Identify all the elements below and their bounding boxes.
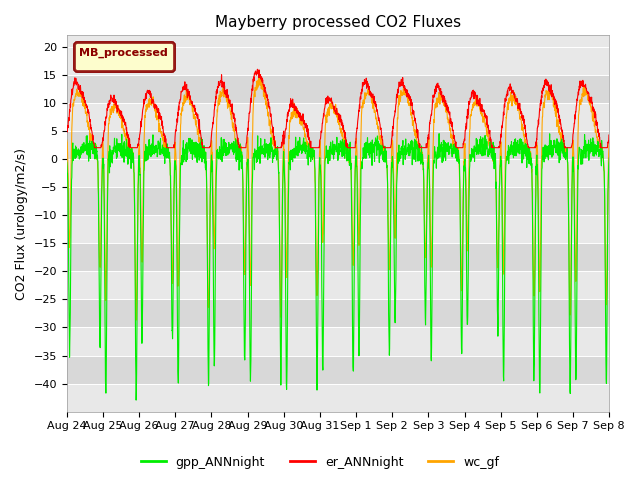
Legend: gpp_ANNnight, er_ANNnight, wc_gf: gpp_ANNnight, er_ANNnight, wc_gf	[136, 451, 504, 474]
Bar	[67, 243, 609, 271]
Bar	[67, 187, 609, 215]
Y-axis label: CO2 Flux (urology/m2/s): CO2 Flux (urology/m2/s)	[15, 147, 28, 300]
Bar	[67, 131, 609, 159]
Bar	[67, 271, 609, 300]
Legend: 	[74, 42, 173, 71]
Bar	[67, 356, 609, 384]
Bar	[67, 300, 609, 327]
Bar	[67, 327, 609, 356]
Bar	[67, 75, 609, 103]
Title: Mayberry processed CO2 Fluxes: Mayberry processed CO2 Fluxes	[215, 15, 461, 30]
Bar	[67, 103, 609, 131]
Bar	[67, 159, 609, 187]
Bar	[67, 47, 609, 75]
Bar	[67, 215, 609, 243]
